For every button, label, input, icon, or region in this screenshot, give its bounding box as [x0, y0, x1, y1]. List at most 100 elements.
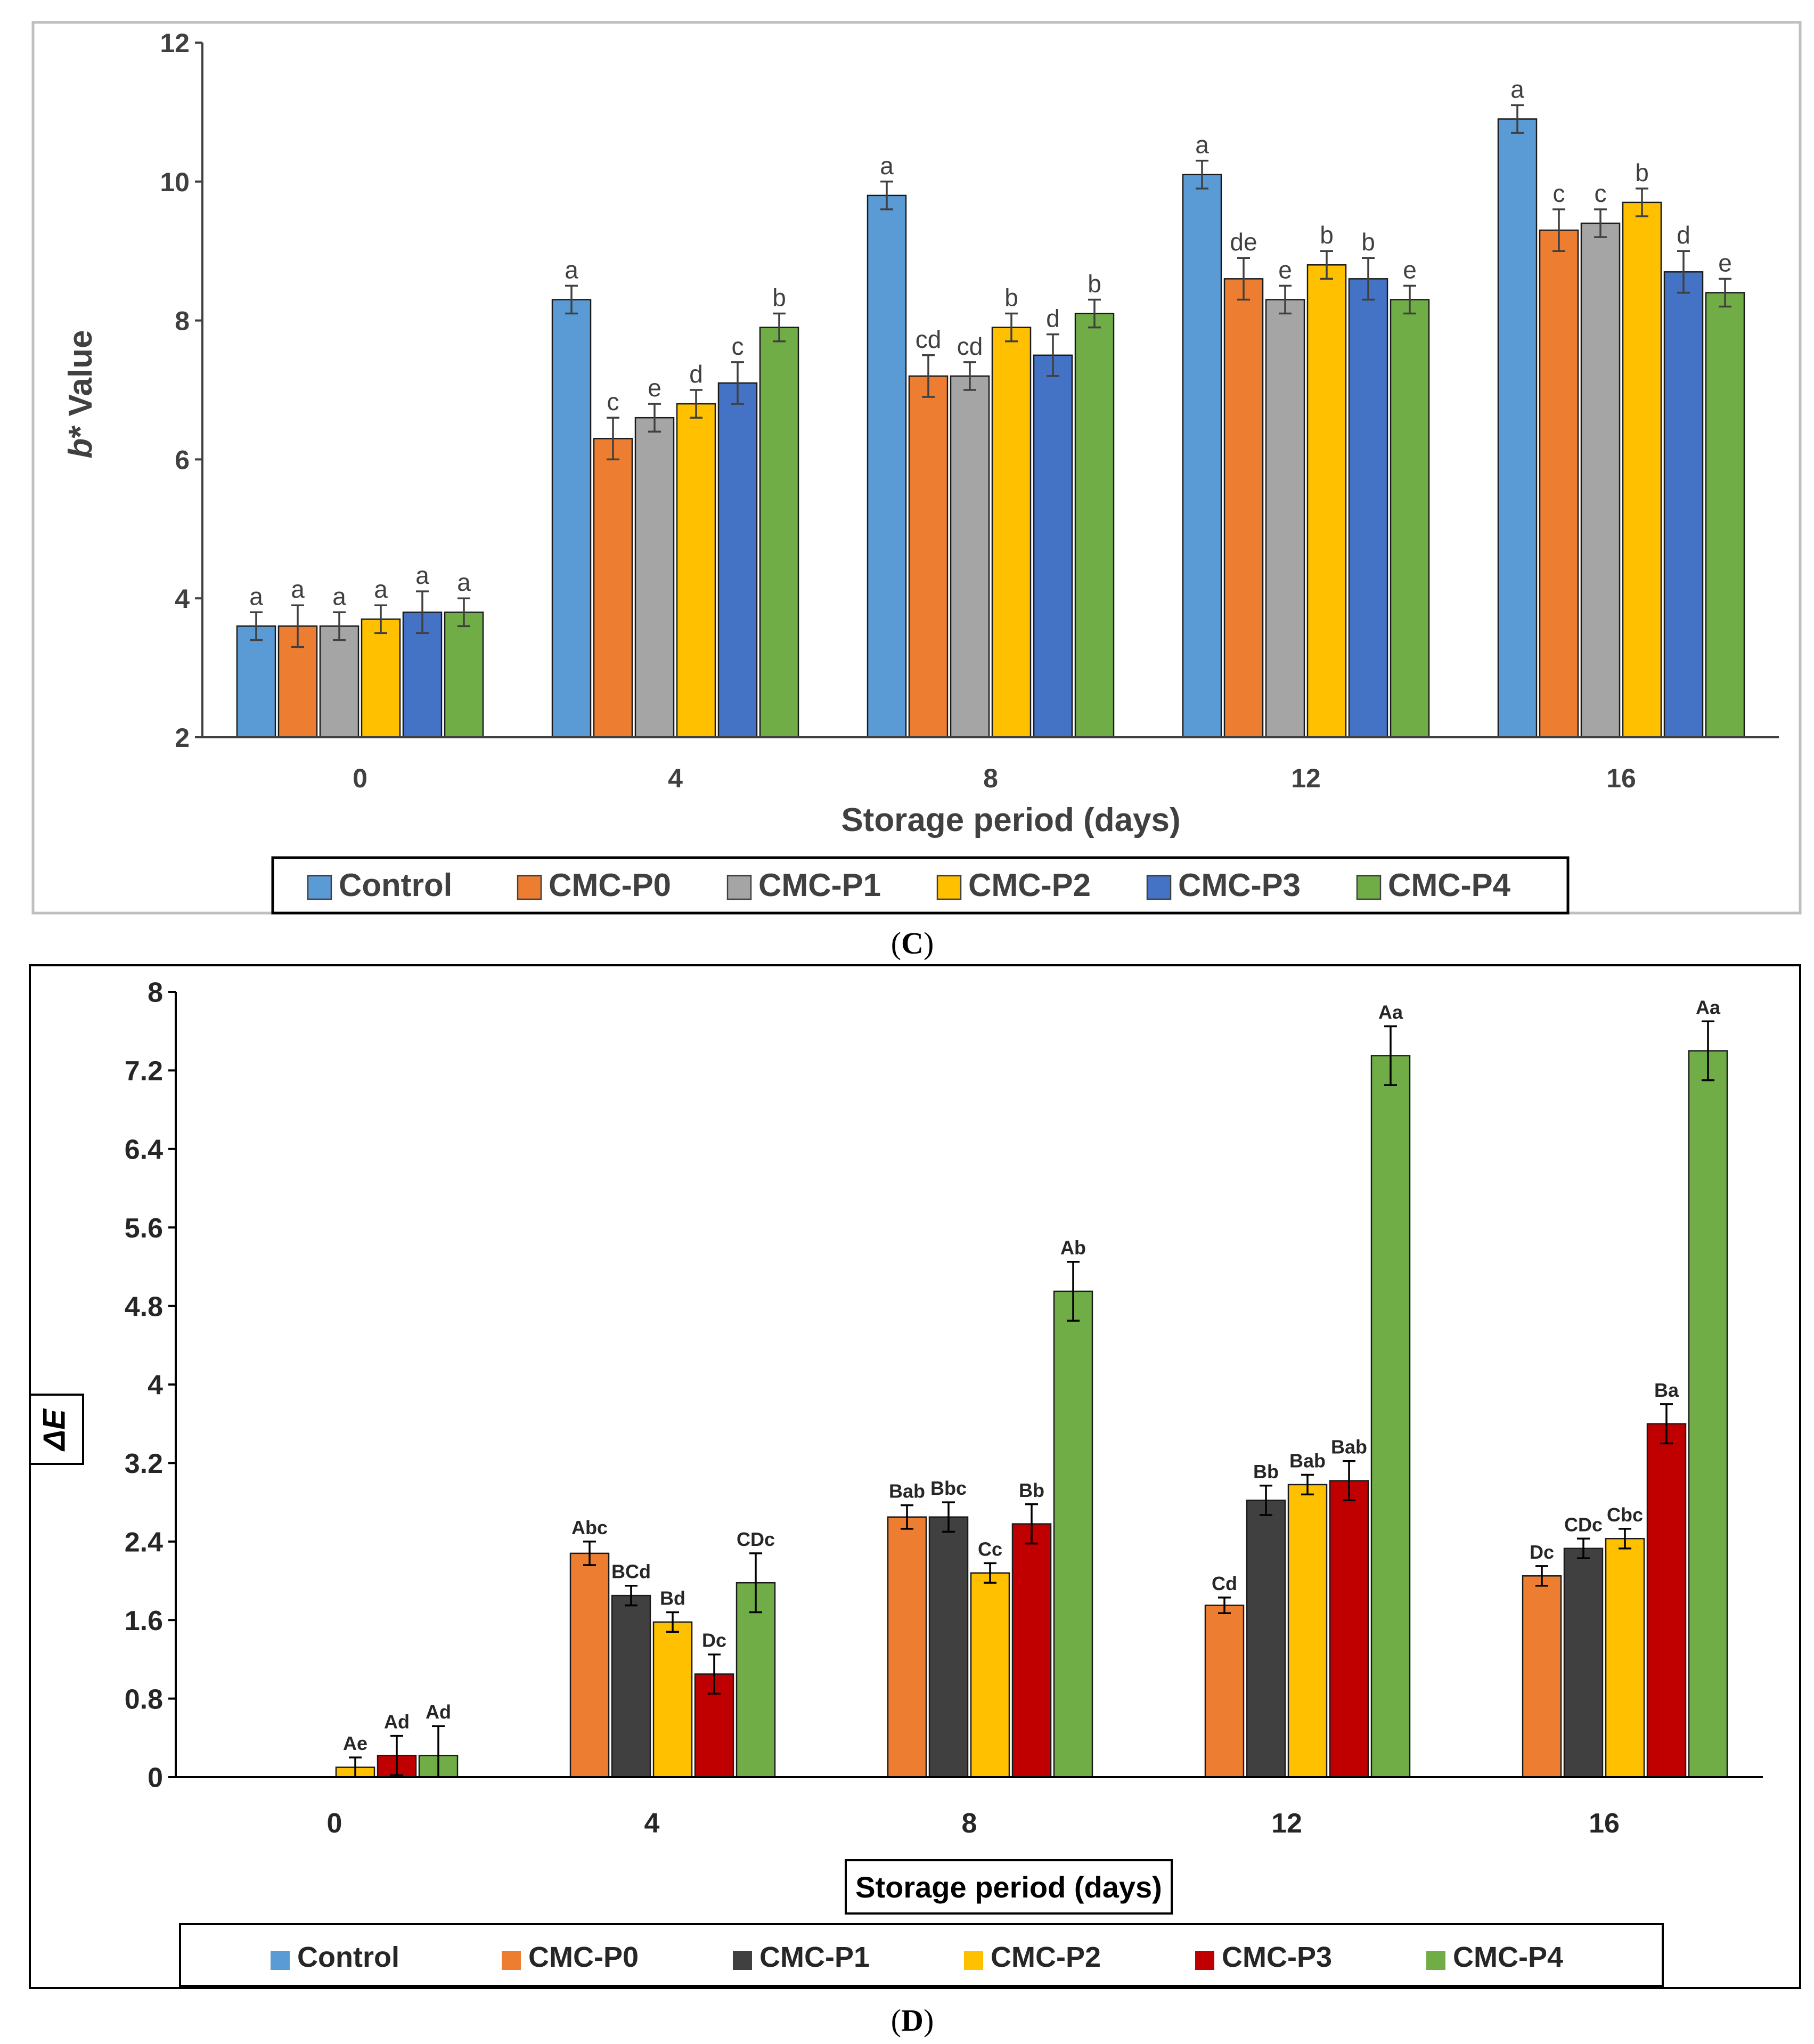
legend-label: CMC-P2 — [968, 867, 1091, 903]
bar — [676, 403, 716, 738]
significance-letter: a — [1510, 75, 1524, 103]
y-tick-label: 6 — [175, 445, 190, 475]
bar — [319, 625, 359, 738]
y-tick-label: 6.4 — [125, 1135, 163, 1166]
legend-label: CMC-P3 — [1222, 1941, 1332, 1973]
y-tick-label: 0.8 — [125, 1684, 163, 1715]
bar — [970, 1572, 1010, 1778]
legend-swatch — [1146, 875, 1172, 900]
panel-label-c: (C) — [891, 926, 934, 960]
x-tick-label: 4 — [668, 763, 683, 793]
bar — [1563, 1548, 1604, 1778]
bar — [1074, 313, 1115, 738]
bar — [361, 618, 401, 738]
x-tick-label: 4 — [644, 1808, 660, 1839]
bar — [1306, 264, 1347, 738]
significance-letter: Ba — [1654, 1379, 1679, 1401]
bar — [1246, 1500, 1286, 1778]
bar — [717, 382, 758, 738]
significance-letter: a — [291, 575, 305, 603]
chart-c-x-axis-label: Storage period (days) — [841, 802, 1180, 838]
y-tick-label: 8 — [148, 978, 163, 1008]
significance-letter: Cd — [1212, 1573, 1237, 1594]
significance-letter: Abc — [571, 1517, 608, 1538]
x-tick-label: 12 — [1271, 1808, 1302, 1839]
y-tick-label: 0 — [148, 1763, 163, 1794]
y-tick-label: 2 — [175, 723, 190, 753]
panel-letter-c: C — [901, 926, 924, 960]
legend-swatch — [1426, 1951, 1445, 1970]
y-tick-label: 4 — [148, 1370, 163, 1401]
legend-swatch — [1356, 875, 1382, 900]
significance-letter: d — [1046, 305, 1060, 332]
y-tick-label: 5.6 — [125, 1213, 163, 1244]
significance-letter: d — [1677, 221, 1690, 249]
chart-d-legend-box — [179, 1923, 1664, 1987]
significance-letter: BCd — [611, 1561, 651, 1583]
significance-letter: e — [1718, 249, 1732, 276]
y-tick-label: 4.8 — [125, 1291, 163, 1322]
significance-letter: Ab — [1060, 1237, 1086, 1259]
chart-d-x-axis-label: Storage period (days) — [855, 1870, 1162, 1904]
significance-letter: c — [1553, 180, 1565, 207]
significance-letter: Dc — [702, 1630, 726, 1651]
bar — [1265, 299, 1305, 738]
significance-letter: Aa — [1696, 996, 1721, 1018]
x-tick-label: 12 — [1291, 763, 1321, 793]
bar — [867, 194, 907, 738]
legend-label: CMC-P4 — [1388, 867, 1511, 903]
bar — [1646, 1423, 1687, 1778]
legend-swatch — [271, 1951, 290, 1970]
bar — [928, 1516, 969, 1778]
x-tick-label: 16 — [1589, 1808, 1620, 1839]
legend-label: Control — [297, 1941, 399, 1973]
significance-letter: Bab — [1331, 1436, 1367, 1458]
legend-label: CMC-P1 — [759, 1941, 870, 1973]
significance-letter: a — [565, 256, 578, 283]
bar — [593, 438, 633, 738]
significance-letter: d — [689, 360, 703, 388]
x-tick-label: 8 — [983, 763, 998, 793]
significance-letter: c — [1595, 180, 1607, 207]
bar — [950, 375, 990, 738]
bar — [759, 327, 799, 738]
significance-letter: cd — [916, 325, 942, 353]
significance-letter: Ad — [426, 1701, 451, 1723]
significance-letter: Aa — [1378, 1001, 1403, 1023]
y-tick-label: 4 — [175, 584, 190, 614]
bar — [1182, 174, 1222, 738]
chart-c-y-axis-label: b* Value — [62, 330, 99, 458]
legend-swatch — [936, 875, 962, 900]
significance-letter: b — [1361, 228, 1375, 256]
y-tick-label: 12 — [160, 28, 190, 58]
significance-letter: a — [332, 582, 346, 610]
significance-letter: a — [880, 152, 894, 180]
significance-letter: Bab — [889, 1480, 925, 1502]
bar — [1033, 354, 1073, 738]
bar — [1053, 1290, 1093, 1778]
bar — [1370, 1055, 1411, 1778]
significance-letter: Bbc — [930, 1477, 967, 1499]
chart-c-legend-box — [271, 856, 1570, 915]
chart-d-y-axis-label-box — [29, 1394, 84, 1465]
bar — [611, 1594, 651, 1778]
significance-letter: a — [1195, 131, 1209, 159]
panel-label-d: (D) — [891, 2003, 934, 2038]
bar — [1497, 118, 1538, 738]
legend-swatch — [502, 1951, 521, 1970]
significance-letter: a — [374, 575, 388, 603]
bar — [551, 299, 592, 738]
chart-d-frame — [29, 964, 1801, 1989]
significance-letter: b — [1004, 284, 1018, 312]
bar — [1522, 1575, 1562, 1778]
significance-letter: CDc — [1564, 1513, 1603, 1535]
y-tick-label: 2.4 — [125, 1527, 163, 1558]
bar — [1204, 1605, 1245, 1778]
significance-letter: Ad — [384, 1711, 410, 1733]
chart-d-y-axis-label: ΔE — [37, 1408, 71, 1452]
significance-letter: b — [1088, 270, 1101, 297]
significance-letter: c — [732, 332, 744, 360]
x-tick-label: 16 — [1606, 763, 1636, 793]
significance-letter: a — [415, 561, 429, 589]
